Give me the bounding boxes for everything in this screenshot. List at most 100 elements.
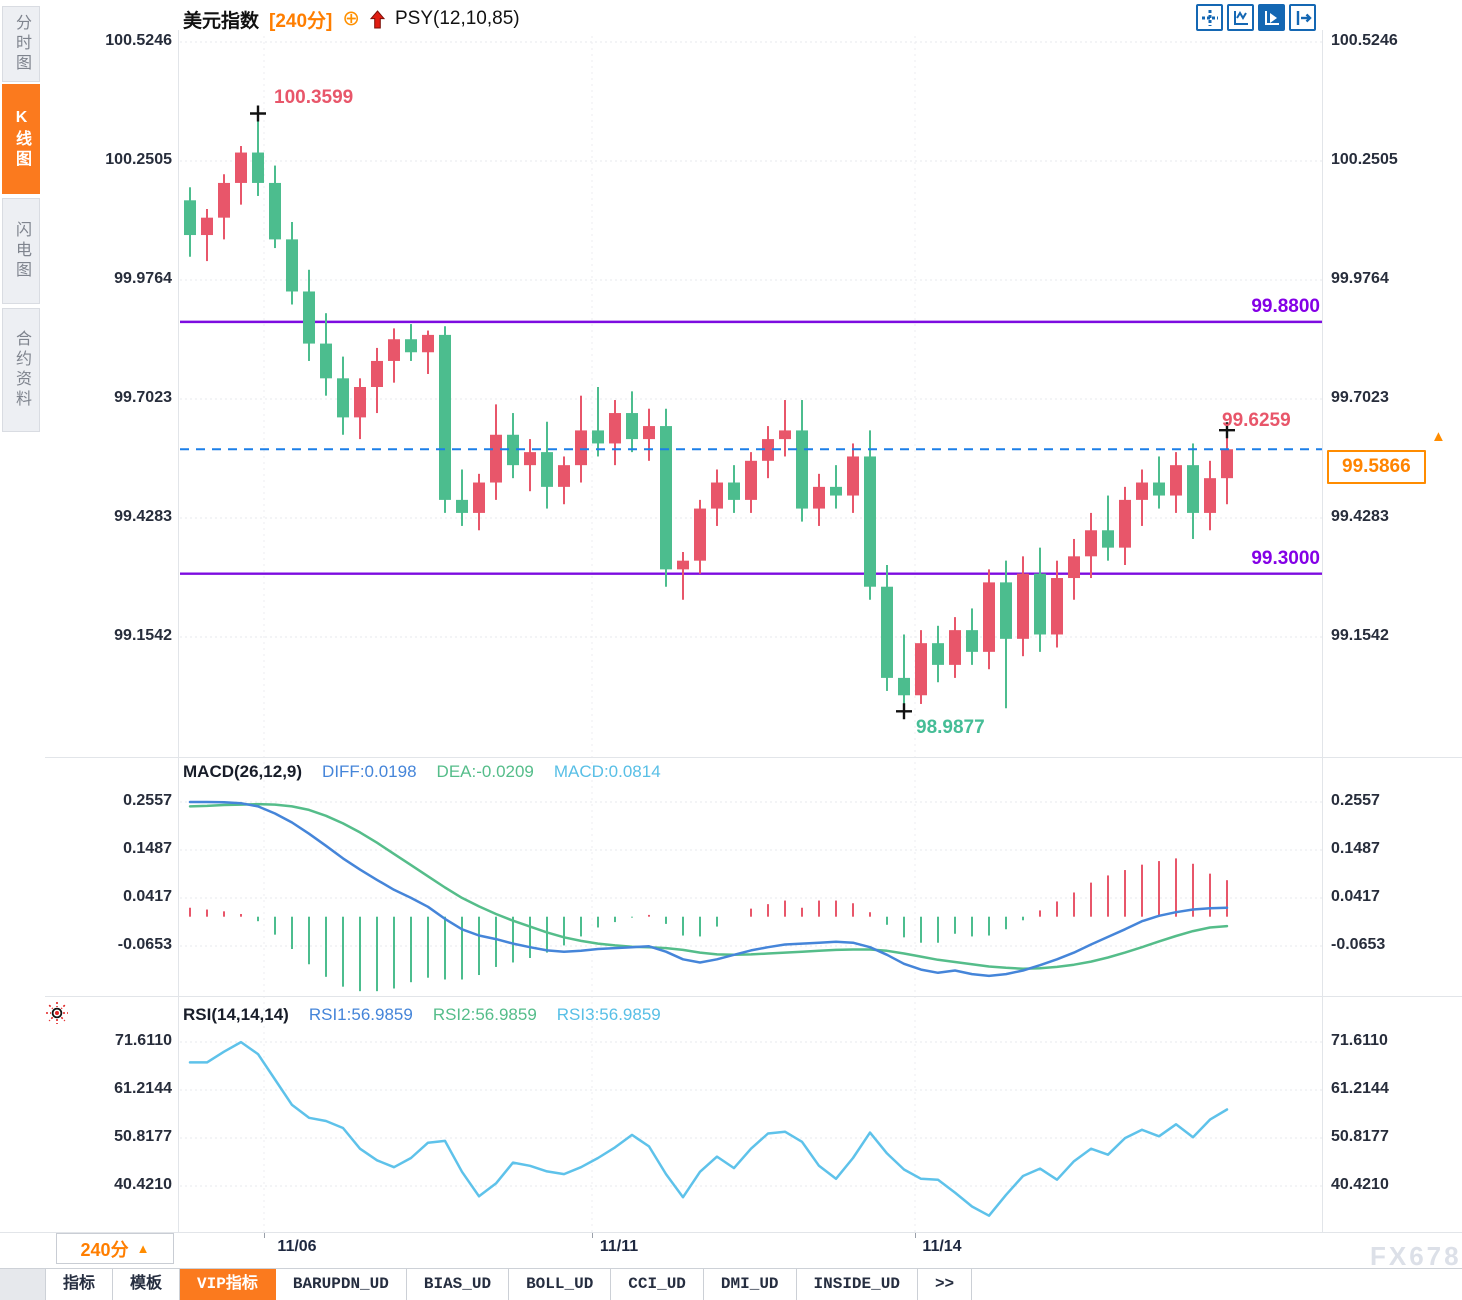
overlay-indicator-label: PSY(12,10,85) [394, 8, 520, 29]
tabbar-spacer [0, 1269, 46, 1300]
candle-body [558, 465, 570, 487]
candle-body [388, 339, 400, 361]
divider-macd-rsi [45, 996, 1462, 997]
add-indicator-icon[interactable]: ⊕ [342, 7, 360, 30]
y-axis-label: 71.6110 [1331, 1032, 1388, 1049]
y-axis-label: 0.2557 [1331, 791, 1380, 809]
tab-模板[interactable]: 模板 [113, 1269, 181, 1300]
candle-body [422, 334, 434, 353]
rsi1-value: RSI1:56.9859 [308, 1005, 413, 1024]
tab-BIAS_UD[interactable]: BIAS_UD [407, 1269, 510, 1300]
y-axis-label: 99.1542 [114, 627, 172, 644]
y-axis-label: 61.2144 [114, 1080, 172, 1098]
candle-body [337, 378, 349, 418]
scale-axis-icon[interactable] [1227, 4, 1254, 31]
price-up-arrow-icon: ▲ [1431, 428, 1446, 445]
candle-body [286, 239, 298, 292]
indicator-settings-icon[interactable] [45, 1001, 69, 1030]
candle-body [915, 643, 927, 696]
x-axis-label: 11/14 [922, 1238, 962, 1255]
y-axis-label: 99.7023 [114, 389, 172, 407]
candle-body [303, 291, 315, 344]
tab-BOLL_UD[interactable]: BOLL_UD [509, 1269, 612, 1300]
candle-body [405, 339, 417, 353]
y-axis-label: 0.1487 [123, 839, 172, 857]
y-axis-label: -0.0653 [117, 936, 172, 953]
rsi-line [188, 1040, 1229, 1217]
candle-body [320, 343, 332, 379]
y-axis-label: 99.9764 [1331, 270, 1389, 288]
candle-body [813, 486, 825, 509]
sidebar-item-2[interactable]: 闪电图 [2, 198, 40, 304]
sidebar-item-3[interactable]: 合约资料 [2, 308, 40, 432]
marker-cross [250, 105, 266, 122]
tab->>[interactable]: >> [918, 1269, 973, 1300]
candle-body [881, 586, 893, 678]
period-selector[interactable]: 240分 ▲ [56, 1233, 174, 1264]
candle-body [847, 456, 859, 496]
candle-body [1221, 449, 1233, 479]
candle-body [830, 486, 842, 496]
plot-right-border [1322, 30, 1323, 1232]
rsi-legend: RSI(14,14,14) RSI1:56.9859 RSI2:56.9859 … [183, 1005, 661, 1025]
indicator-tabbar: 指标 模板 VIP指标 BARUPDN_UD BIAS_UD BOLL_UD CCI_UD D… [0, 1268, 1462, 1300]
tab-VIP指标[interactable]: VIP指标 [180, 1269, 276, 1300]
candle-body [575, 430, 587, 466]
marker-cross [1219, 422, 1235, 439]
candle-body [1068, 556, 1080, 579]
y-axis-label: 61.2144 [1331, 1080, 1389, 1098]
tab-BARUPDN_UD[interactable]: BARUPDN_UD [276, 1269, 407, 1300]
tab-DMI_UD[interactable]: DMI_UD [704, 1269, 797, 1300]
period-selector-label: 240分 [80, 1239, 129, 1260]
y-axis-label: 99.4283 [114, 507, 172, 525]
candle-body [745, 460, 757, 500]
period-selector-arrow-icon: ▲ [136, 1241, 150, 1256]
tab-INSIDE_UD[interactable]: INSIDE_UD [797, 1269, 918, 1300]
y-axis-label: 100.5246 [1331, 32, 1398, 49]
candle-body [1085, 530, 1097, 557]
candle-body [1102, 530, 1114, 548]
rsi-name: RSI(14,14,14) [183, 1005, 289, 1024]
y-axis-label: 0.0417 [1331, 888, 1380, 905]
y-axis-label: 50.8177 [114, 1128, 172, 1146]
y-axis-label: 40.4210 [114, 1176, 172, 1194]
candle-body [694, 508, 706, 561]
candle-body [354, 386, 366, 418]
y-axis-label: -0.0653 [1331, 936, 1386, 953]
candle-body [490, 434, 502, 483]
candle-body [1017, 573, 1029, 639]
candle-body [592, 430, 604, 444]
macd-dea-value: DEA:-0.0209 [436, 762, 534, 781]
candle-body [949, 630, 961, 665]
shift-right-icon[interactable] [1289, 4, 1316, 31]
instrument-title: 美元指数 [183, 10, 260, 32]
y-axis-label: 0.1487 [1331, 839, 1380, 857]
sidebar-item-1[interactable]: K线图 [2, 84, 40, 194]
candle-body [796, 430, 808, 509]
crosshair-icon[interactable] [1196, 4, 1223, 31]
candle-body [439, 334, 451, 500]
tabbar-filler [972, 1269, 1462, 1300]
macd-dea-line [188, 802, 1229, 970]
macd-macd-value: MACD:0.0814 [553, 762, 661, 781]
support-label: 99.3000 [1251, 548, 1320, 569]
period-badge[interactable]: [240分] [269, 10, 333, 32]
candle-body [1187, 465, 1199, 513]
y-axis-label: 99.7023 [1331, 389, 1389, 407]
y-axis-label: 40.4210 [1331, 1176, 1389, 1194]
tab-指标[interactable]: 指标 [46, 1269, 114, 1300]
y-axis-label: 0.0417 [123, 888, 172, 905]
candle-body [201, 217, 213, 236]
tab-CCI_UD[interactable]: CCI_UD [611, 1269, 704, 1300]
candle-body [609, 413, 621, 444]
candle-body [626, 413, 638, 440]
sidebar-item-0[interactable]: 分时图 [2, 6, 40, 82]
candle-body [983, 582, 995, 652]
candle-body [762, 439, 774, 461]
candle-body [1119, 499, 1131, 548]
candle-body [643, 426, 655, 440]
candle-body [1034, 573, 1046, 635]
play-axis-icon[interactable] [1258, 4, 1285, 31]
